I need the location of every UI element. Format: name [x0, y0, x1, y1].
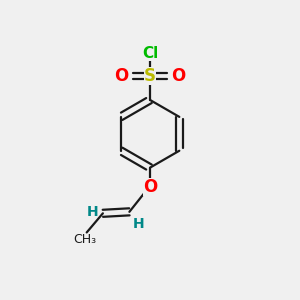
- Text: H: H: [87, 205, 98, 219]
- Text: H: H: [132, 217, 144, 231]
- Text: S: S: [144, 67, 156, 85]
- Text: O: O: [171, 67, 186, 85]
- Text: O: O: [143, 178, 157, 196]
- Text: CH₃: CH₃: [74, 233, 97, 246]
- Text: O: O: [114, 67, 129, 85]
- Text: Cl: Cl: [142, 46, 158, 61]
